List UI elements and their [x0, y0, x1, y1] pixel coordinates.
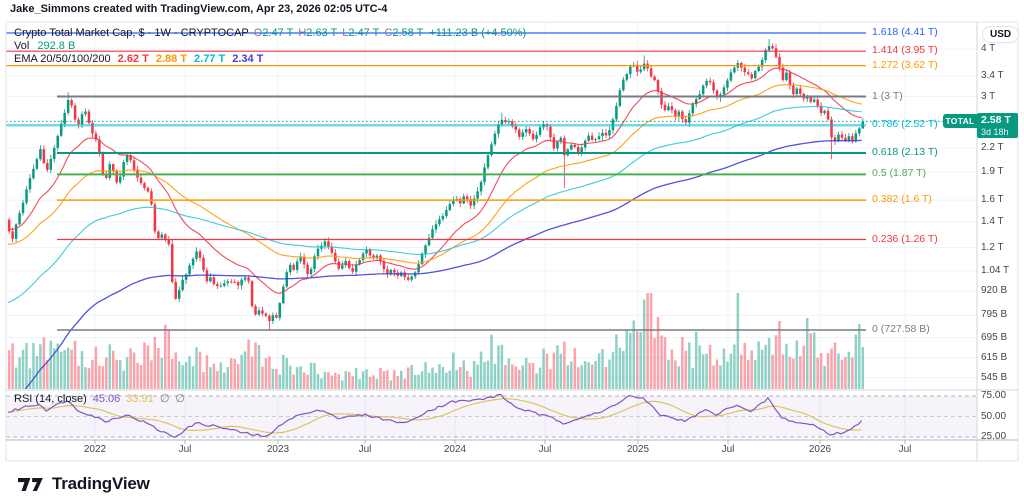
rsi-hidden-band-icon: ∅: [159, 393, 170, 405]
rsi-line: [7, 393, 863, 438]
fib-retracement-layer[interactable]: [6, 32, 866, 331]
symbol-legend: Crypto Total Market Cap, $ - 1W - CRYPTO…: [14, 27, 526, 66]
ema-value: 2.34 T: [232, 53, 264, 65]
high-value: 2.63 T: [306, 27, 338, 39]
ema-row[interactable]: EMA 20/50/100/200 2.62 T 2.88 T 2.77 T 2.34 …: [14, 53, 526, 66]
rsi-legend[interactable]: RSI (14, close) 45.06 33.91 ∅ ∅: [14, 392, 185, 405]
change-value: +111.23 B (+4.50%): [429, 27, 527, 39]
close-value: 2.58 T: [392, 27, 424, 39]
symbol-title-row[interactable]: Crypto Total Market Cap, $ - 1W - CRYPTO…: [14, 27, 526, 40]
bar-countdown: 3d 18h: [981, 127, 1009, 137]
ema-values: 2.62 T 2.88 T 2.77 T 2.34 T: [111, 53, 264, 65]
symbol-title[interactable]: Crypto Total Market Cap, $ - 1W - CRYPTO…: [14, 27, 249, 39]
rsi-ma-line: [7, 398, 862, 434]
ema-value: 2.88 T: [155, 53, 188, 65]
volume-layer[interactable]: [7, 293, 865, 389]
open-value: 2.47 T: [262, 27, 294, 39]
rsi-ma-value: 33.91: [126, 393, 154, 405]
ema-value: 2.62 T: [117, 53, 149, 65]
currency-button[interactable]: USD: [982, 26, 1020, 43]
rsi-hidden-band-icon: ∅: [175, 393, 185, 405]
rsi-label: RSI (14, close): [14, 393, 87, 405]
low-label: L: [342, 27, 349, 39]
volume-label: Vol: [14, 40, 30, 52]
high-label: H: [298, 27, 307, 39]
current-price-value: 2.58 T: [981, 114, 1011, 126]
ema-label: EMA 20/50/100/200: [14, 53, 111, 65]
attribution-text: Jake_Simmons created with TradingView.co…: [10, 3, 388, 15]
tradingview-logo[interactable]: TradingView: [18, 474, 150, 494]
ema-value: 2.77 T: [194, 53, 226, 65]
volume-value: 292.8 B: [37, 40, 76, 52]
low-value: 2.47 T: [348, 27, 380, 39]
tradingview-logo-text: TradingView: [52, 474, 150, 493]
open-label: O: [253, 27, 263, 39]
close-label: C: [384, 27, 393, 39]
rsi-pane[interactable]: [6, 393, 977, 438]
candles-layer[interactable]: [7, 39, 865, 330]
tradingview-logo-icon: [18, 477, 43, 491]
current-price-badge: 2.58 T 3d 18h: [977, 113, 1018, 138]
chart-frame: [5, 21, 1019, 462]
volume-row[interactable]: Vol 292.8 B: [14, 40, 526, 53]
total-label-badge: TOTAL: [943, 114, 977, 128]
rsi-value: 45.06: [92, 393, 121, 405]
